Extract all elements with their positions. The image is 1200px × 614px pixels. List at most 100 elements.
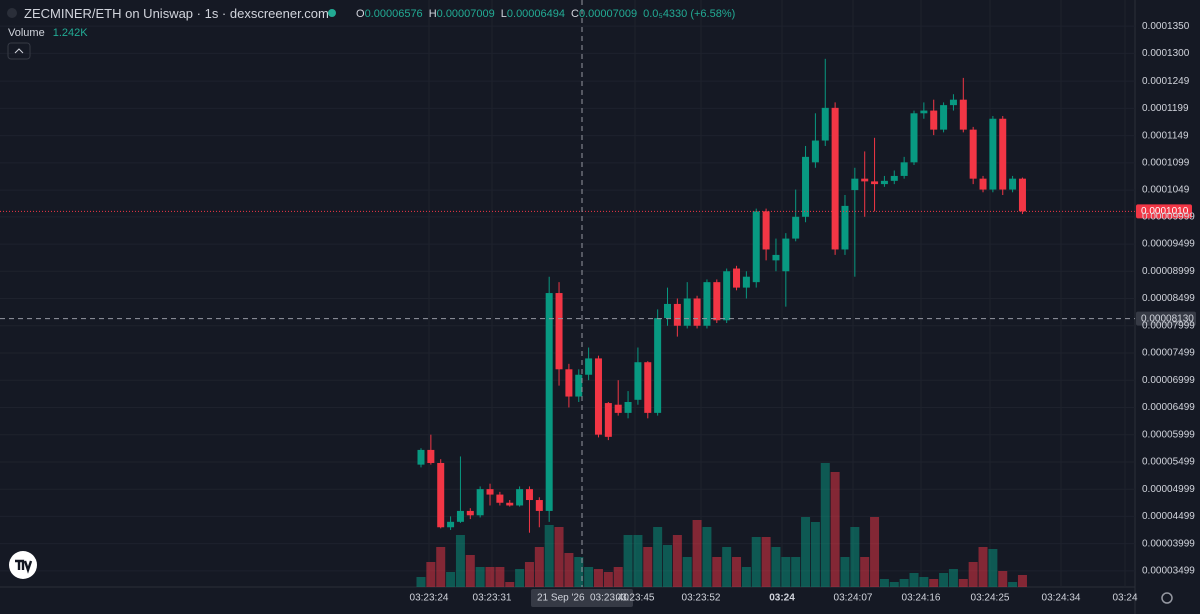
candle-body xyxy=(930,110,938,130)
volume-bar xyxy=(426,562,436,587)
candle-body xyxy=(664,303,671,319)
candle-body xyxy=(742,276,750,288)
candle-body xyxy=(634,362,642,400)
candle-body xyxy=(594,358,602,435)
candle-body xyxy=(555,293,563,370)
candle-body xyxy=(979,178,987,190)
candle-body xyxy=(821,107,829,141)
x-tick-label: 03:24 xyxy=(769,593,795,604)
volume-bar xyxy=(574,557,584,587)
candle-body xyxy=(1009,178,1017,190)
y-tick-label: 0.0001099 xyxy=(1142,158,1190,169)
volume-bar xyxy=(436,547,446,587)
candle-body xyxy=(880,180,888,185)
volume-bar xyxy=(682,557,692,587)
volume-bar xyxy=(741,567,751,587)
symbol-icon xyxy=(7,8,17,18)
volume-bar xyxy=(534,547,544,587)
volume-bar xyxy=(623,535,633,587)
candle-body xyxy=(585,358,593,375)
y-tick-label: 0.00004499 xyxy=(1142,511,1195,522)
volume-bar xyxy=(948,569,958,587)
candle-body xyxy=(525,489,533,501)
x-tick-label: 03:23:52 xyxy=(682,593,721,604)
candle-body xyxy=(427,449,435,463)
y-tick-label: 0.0001049 xyxy=(1142,185,1190,196)
candle-body xyxy=(871,181,879,185)
candle-body xyxy=(733,268,741,288)
y-tick-label: 0.00006499 xyxy=(1142,402,1195,413)
volume-bar xyxy=(958,579,968,587)
volume-bar xyxy=(495,567,505,587)
volume-bar xyxy=(751,537,761,587)
y-tick-label: 0.0001350 xyxy=(1142,21,1190,32)
volume-bar xyxy=(771,547,781,587)
volume-bar xyxy=(455,535,465,587)
volume-bar xyxy=(544,525,554,587)
volume-bar xyxy=(850,527,860,587)
candle-body xyxy=(604,403,612,437)
volume-bar xyxy=(446,572,456,587)
volume-bar xyxy=(830,472,840,587)
volume-bar xyxy=(791,557,801,587)
candle-body xyxy=(762,211,770,250)
volume-bar xyxy=(1017,575,1027,587)
y-tick-label: 0.00003499 xyxy=(1142,566,1195,577)
volume-bar xyxy=(485,567,495,587)
volume-bar xyxy=(643,547,653,587)
volume-bar xyxy=(909,573,919,587)
candle-body xyxy=(575,374,583,397)
settings-icon[interactable] xyxy=(1161,592,1173,604)
volume-bar xyxy=(465,555,475,587)
volume-bar xyxy=(416,577,426,587)
x-tick-label: 03:23:31 xyxy=(473,593,512,604)
volume-bar xyxy=(603,572,613,587)
y-tick-label: 0.0001249 xyxy=(1142,76,1190,87)
y-tick-label: 0.00006999 xyxy=(1142,375,1195,386)
volume-bar xyxy=(613,567,623,587)
x-tick-label: 03:23:45 xyxy=(616,593,655,604)
candle-body xyxy=(466,510,474,516)
candle-body xyxy=(673,303,681,326)
volume-bar xyxy=(978,547,988,587)
x-tick-label: 03:24:16 xyxy=(902,593,941,604)
grid xyxy=(0,0,1135,587)
x-tick-label: 03:24:07 xyxy=(834,593,873,604)
volume-bar xyxy=(860,557,870,587)
candle-body xyxy=(565,369,573,397)
candle-body xyxy=(802,156,810,217)
candles xyxy=(417,58,1026,533)
collapse-button[interactable] xyxy=(7,42,31,60)
candle-body xyxy=(910,113,918,163)
candle-body xyxy=(437,462,445,528)
y-tick-label: 0.0001149 xyxy=(1142,130,1189,141)
volume-bar xyxy=(732,557,742,587)
candle-body xyxy=(614,404,622,413)
volume-bars xyxy=(416,463,1027,587)
candle-body xyxy=(1018,178,1026,212)
volume-bar xyxy=(475,567,485,587)
candle-body xyxy=(654,318,662,413)
y-tick-label: 0.00009499 xyxy=(1142,239,1195,250)
volume-bar xyxy=(692,520,702,587)
candle-body xyxy=(545,293,553,511)
candle-body xyxy=(969,129,977,179)
x-tick-label: 03:24:34 xyxy=(1042,593,1081,604)
x-tick-label: 03:24 xyxy=(1112,593,1137,604)
candle-body xyxy=(772,254,780,261)
volume-bar xyxy=(998,571,1008,587)
volume-bar xyxy=(929,579,939,587)
candle-body xyxy=(999,118,1007,190)
candle-body xyxy=(949,99,957,106)
crosshair-price-box xyxy=(1136,311,1196,326)
volume-bar xyxy=(939,573,949,587)
volume-bar xyxy=(564,553,574,587)
candle-body xyxy=(516,489,524,506)
candle-body xyxy=(890,175,898,181)
candle-body xyxy=(851,178,859,191)
y-tick-label: 0.00005999 xyxy=(1142,429,1195,440)
y-tick-label: 0.00004999 xyxy=(1142,484,1195,495)
